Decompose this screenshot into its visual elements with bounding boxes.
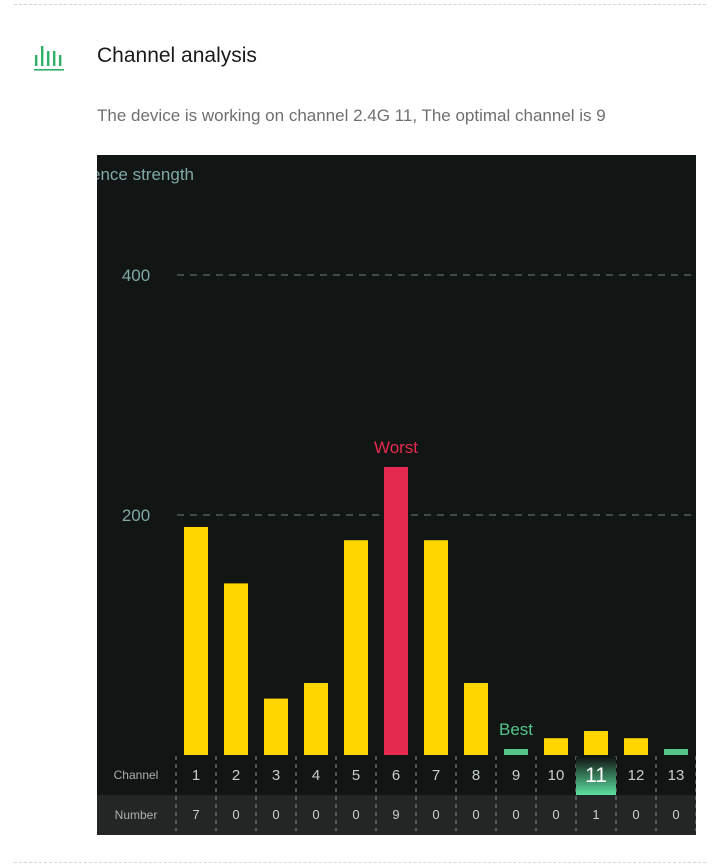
bar [664, 749, 688, 755]
bar [504, 749, 528, 755]
bar [624, 738, 648, 755]
channel-tick-label: 8 [472, 767, 480, 784]
number-cell: 7 [192, 807, 199, 822]
channel-tick-label: 6 [392, 767, 400, 784]
channel-tick-label: 11 [585, 764, 607, 787]
bar [224, 583, 248, 755]
bar [344, 540, 368, 755]
number-cell: 0 [312, 807, 319, 822]
bar [264, 698, 288, 755]
bar [184, 527, 208, 755]
number-cell: 0 [552, 807, 559, 822]
channel-tick-label: 7 [432, 767, 440, 784]
bar [544, 738, 568, 755]
number-cell: 0 [272, 807, 279, 822]
channel-tick-label: 12 [628, 767, 645, 784]
bar [584, 731, 608, 755]
bar [384, 467, 408, 755]
best-label: Best [499, 720, 533, 739]
bar [304, 683, 328, 755]
number-cell: 0 [352, 807, 359, 822]
channel-tick-label: 2 [232, 767, 240, 784]
top-divider [14, 4, 706, 5]
channel-chart-svg: ence strength200400ChannelNumber17203040… [97, 165, 696, 835]
bar [464, 683, 488, 755]
channel-row-label: Channel [114, 768, 159, 782]
number-cell: 0 [512, 807, 519, 822]
y-tick-label: 200 [122, 506, 150, 525]
number-cell: 0 [672, 807, 679, 822]
number-cell: 0 [432, 807, 439, 822]
number-row-bg [97, 795, 696, 835]
current-channel-highlight [576, 757, 616, 795]
number-cell: 9 [392, 807, 399, 822]
channel-tick-label: 13 [668, 767, 685, 784]
number-cell: 0 [472, 807, 479, 822]
channel-tick-label: 10 [548, 767, 565, 784]
signal-bars-icon [34, 46, 64, 71]
worst-label: Worst [374, 438, 418, 457]
number-row-label: Number [115, 808, 158, 822]
channel-tick-label: 3 [272, 767, 280, 784]
channel-tick-label: 5 [352, 767, 360, 784]
channel-chart: ence strength 200 400 Channel Number 1 7 2 0 3 0 4 0… [97, 155, 696, 835]
bottom-divider [14, 862, 706, 863]
section-title: Channel analysis [97, 44, 257, 67]
channel-tick-label: 9 [512, 767, 520, 784]
y-axis-label: ence strength [97, 165, 194, 184]
number-cell: 0 [632, 807, 639, 822]
bar [424, 540, 448, 755]
section-description: The device is working on channel 2.4G 11… [97, 106, 606, 125]
y-tick-label: 400 [122, 266, 150, 285]
channel-tick-label: 4 [312, 767, 320, 784]
channel-tick-label: 1 [192, 767, 200, 784]
number-cell: 0 [232, 807, 239, 822]
number-cell: 1 [592, 807, 599, 822]
